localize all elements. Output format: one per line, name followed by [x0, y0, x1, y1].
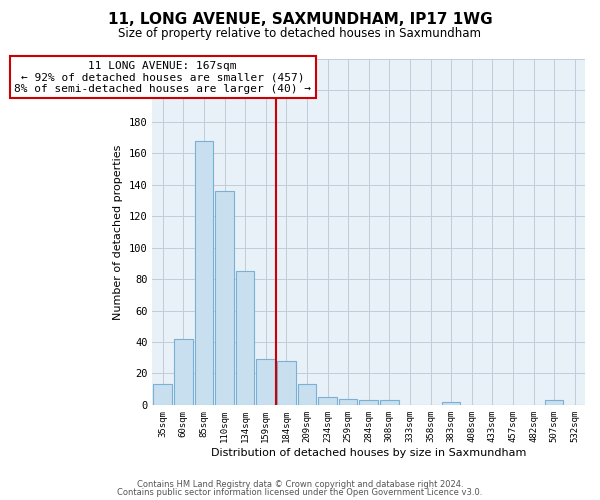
Bar	[298, 384, 316, 405]
Bar	[194, 140, 213, 405]
Bar	[380, 400, 398, 405]
Text: 11, LONG AVENUE, SAXMUNDHAM, IP17 1WG: 11, LONG AVENUE, SAXMUNDHAM, IP17 1WG	[107, 12, 493, 28]
Bar	[339, 398, 358, 405]
Bar	[256, 359, 275, 405]
Bar	[154, 384, 172, 405]
Text: 11 LONG AVENUE: 167sqm
← 92% of detached houses are smaller (457)
8% of semi-det: 11 LONG AVENUE: 167sqm ← 92% of detached…	[14, 60, 311, 94]
Bar	[215, 191, 234, 405]
Bar	[277, 361, 296, 405]
Bar	[359, 400, 378, 405]
Text: Size of property relative to detached houses in Saxmundham: Size of property relative to detached ho…	[119, 28, 482, 40]
Y-axis label: Number of detached properties: Number of detached properties	[113, 144, 123, 320]
Bar	[174, 339, 193, 405]
Bar	[545, 400, 563, 405]
Text: Contains HM Land Registry data © Crown copyright and database right 2024.: Contains HM Land Registry data © Crown c…	[137, 480, 463, 489]
Bar	[236, 271, 254, 405]
Bar	[442, 402, 460, 405]
X-axis label: Distribution of detached houses by size in Saxmundham: Distribution of detached houses by size …	[211, 448, 526, 458]
Text: Contains public sector information licensed under the Open Government Licence v3: Contains public sector information licen…	[118, 488, 482, 497]
Bar	[318, 397, 337, 405]
